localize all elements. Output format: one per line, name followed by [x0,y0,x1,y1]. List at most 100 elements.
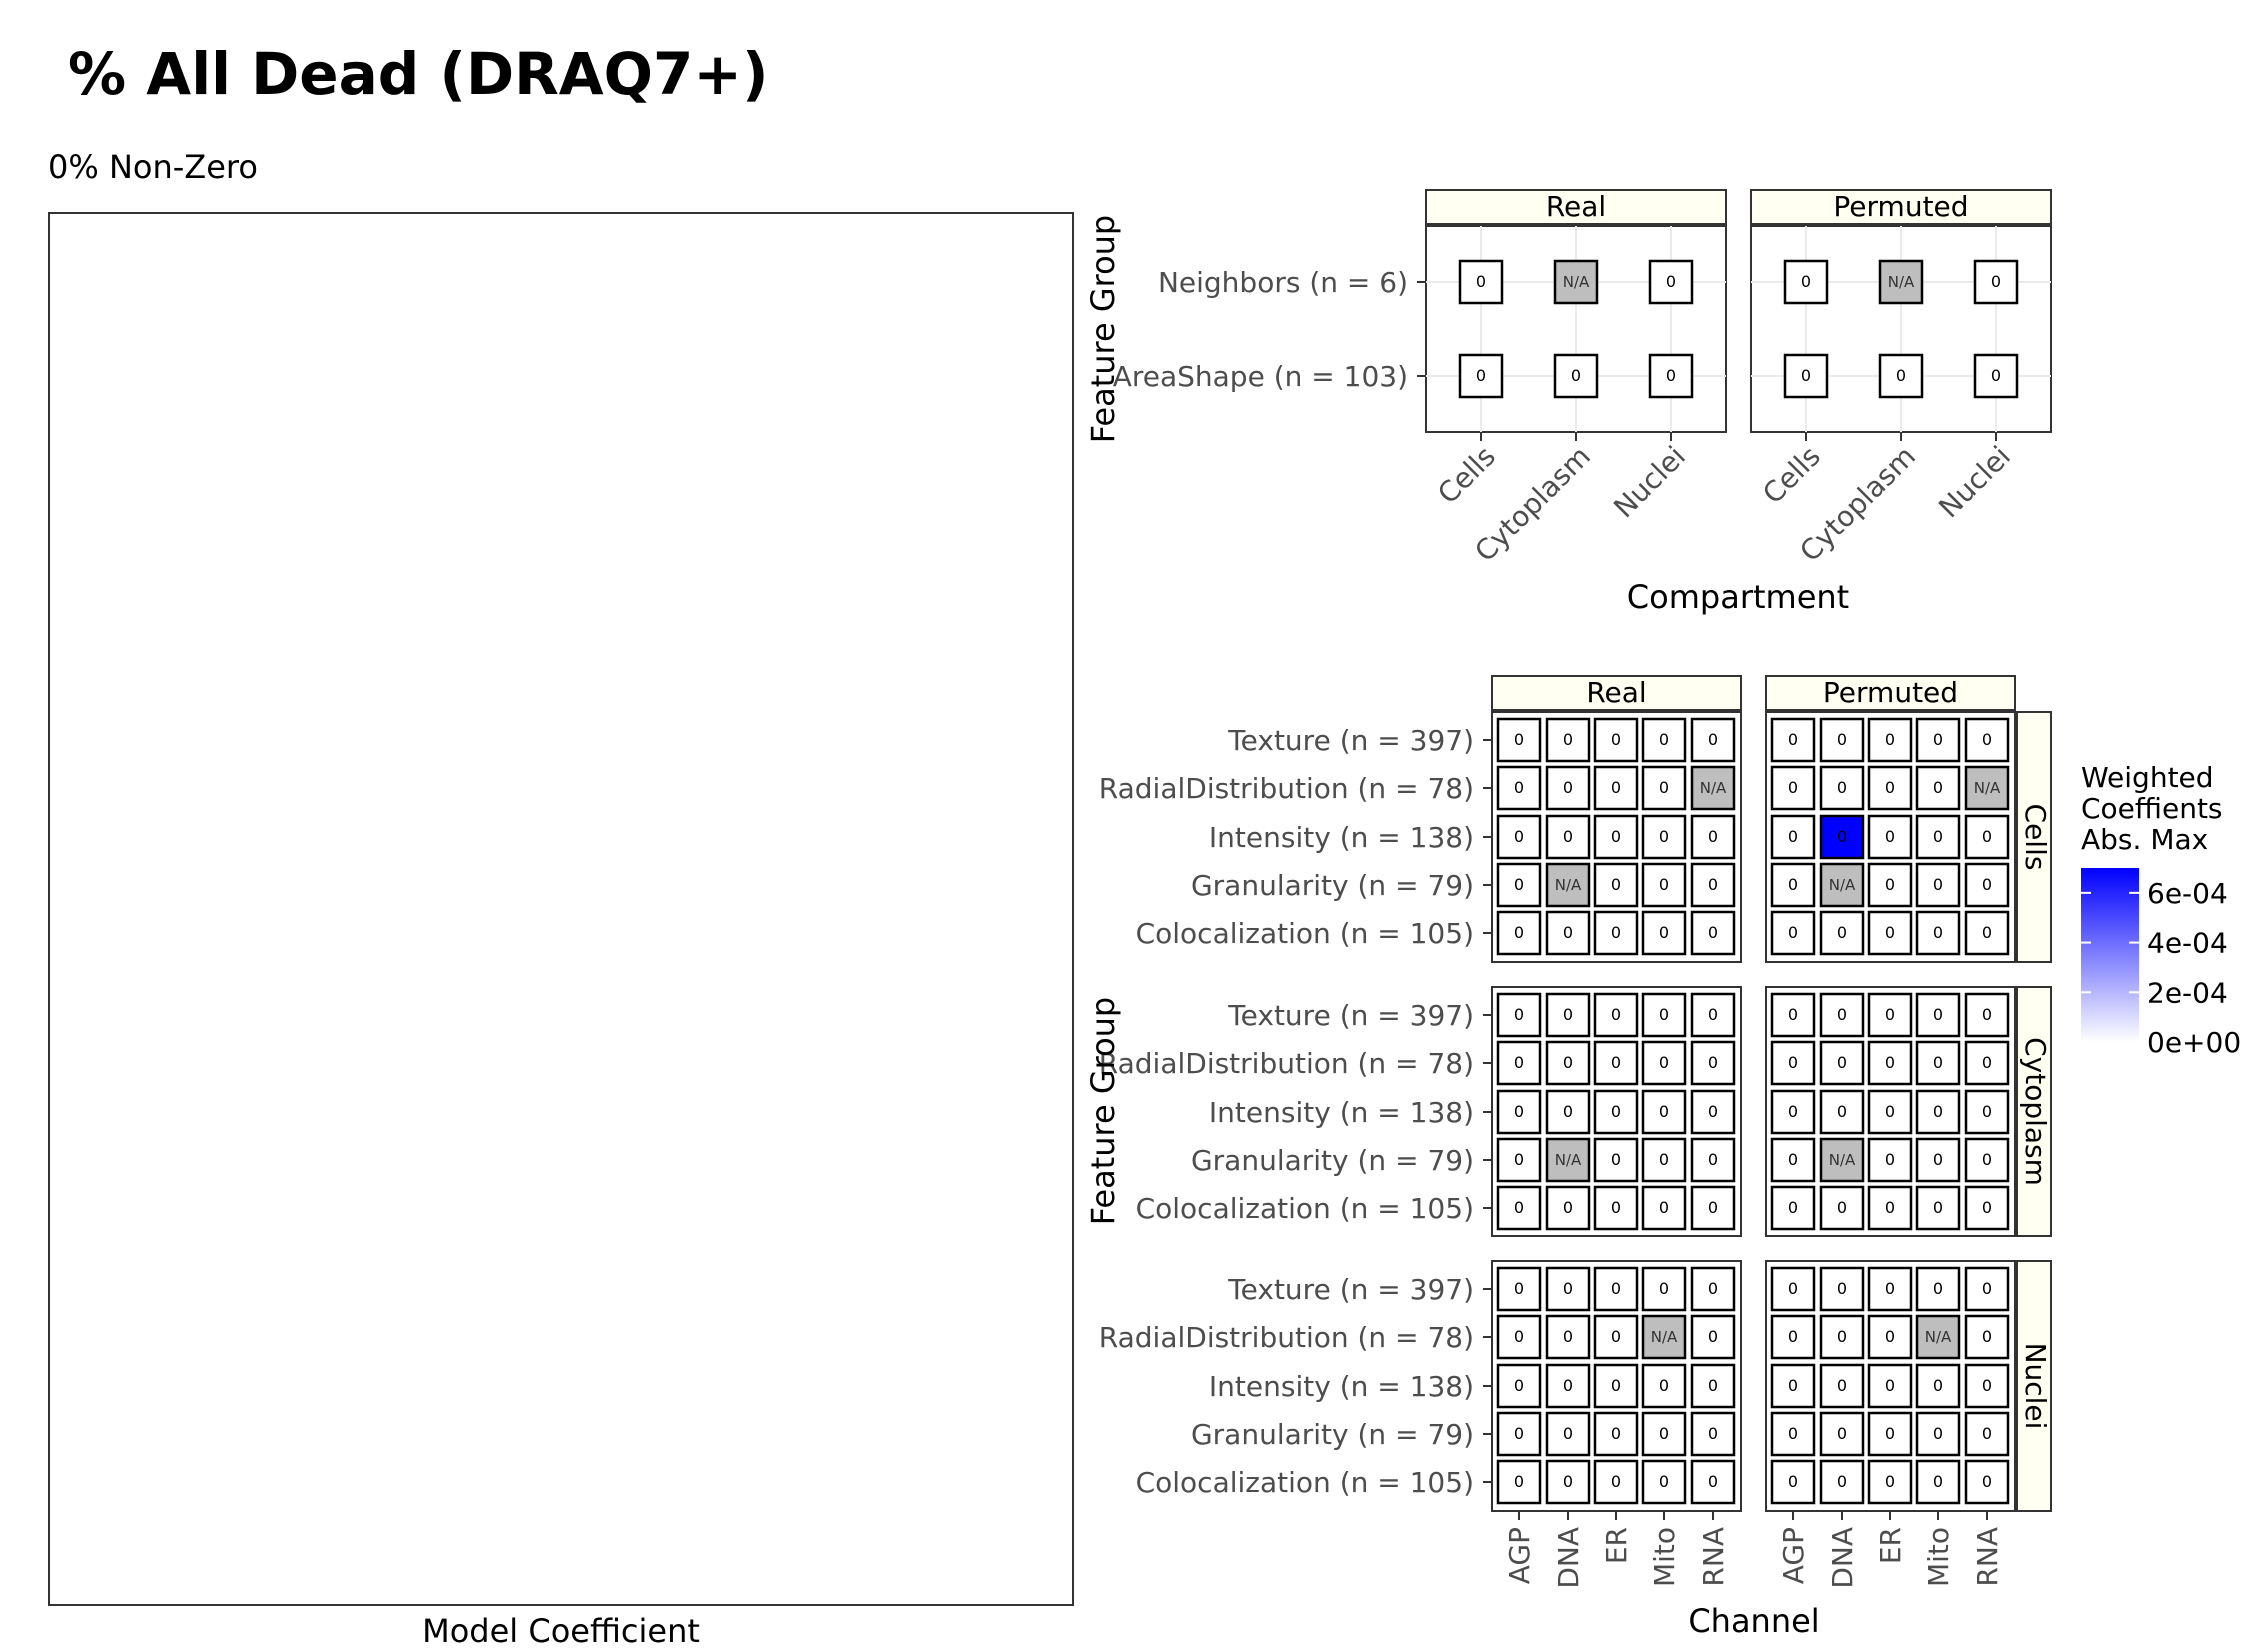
heatmap-cell [1496,1137,1542,1183]
cell-value-label: 0 [1837,1279,1847,1298]
cell-value-label: 0 [1563,1053,1573,1072]
cell-value-label: 0 [1514,1327,1524,1346]
cell-value-label: N/A [1555,1151,1582,1169]
cell-value-label: 0 [1885,1327,1895,1346]
heatmap-cell [1964,1185,2010,1231]
cell-value-label: 0 [1837,1424,1847,1443]
cell-value-label: 0 [1611,923,1621,942]
heatmap-cell [1593,1411,1639,1457]
y-tick-label: RadialDistribution (n = 78) [1099,1321,1474,1354]
cell-value-label: 0 [1708,730,1718,749]
heatmap-cell [1545,1314,1591,1360]
heatmap-cell [1770,1185,1816,1231]
facet-strip [1750,189,2052,225]
cell-value-label: 0 [1982,875,1992,894]
cell-value-label: 0 [1837,730,1847,749]
heatmap-cell [1819,1363,1865,1409]
cell-value-label: 0 [1708,1198,1718,1217]
cell-value-label: 0 [1788,1376,1798,1395]
cell-value-label: 0 [1476,366,1486,385]
heatmap-cell [1770,765,1816,811]
cell-value-label: 0 [1885,923,1895,942]
cell-value-label: 0 [1659,1198,1669,1217]
cell-value-label: 0 [1708,1376,1718,1395]
heatmap-cell [1496,1459,1542,1505]
cell-value-label: 0 [1801,366,1811,385]
heatmap-cell [1545,1089,1591,1135]
cell-value-label: 0 [1563,1376,1573,1395]
cell-value-label: 0 [1933,1424,1943,1443]
cell-value-label: 0 [1788,827,1798,846]
cell-value-label: 0 [1563,1102,1573,1121]
y-tick-label: Texture (n = 397) [1227,999,1474,1032]
heatmap-cell [1641,814,1687,860]
row-strip-label: Nuclei [2019,1343,2052,1430]
cell-value-label: 0 [1933,1150,1943,1169]
heatmap-cell [1867,814,1913,860]
cell-value-label: 0 [1837,827,1847,846]
cell-value-label: 0 [1788,1102,1798,1121]
cell-value-label: N/A [1700,779,1727,797]
cell-value-label: 0 [1788,1327,1798,1346]
heatmap-cell [1545,910,1591,956]
heatmap-cell [1593,1040,1639,1086]
heatmap-cell [1641,1411,1687,1457]
cell-value-label: 0 [1982,1424,1992,1443]
chart-title: % All Dead (DRAQ7+) [68,40,769,108]
heatmap-cell [1641,992,1687,1038]
cell-value-label: 0 [1885,827,1895,846]
cell-value-label: 0 [1659,923,1669,942]
heatmap-cell [1964,1266,2010,1312]
heatmap-cell [1641,1314,1687,1360]
heatmap-cell [1690,1411,1736,1457]
x-tick-label: AGP [1777,1527,1810,1584]
heatmap-cell [1867,1363,1913,1409]
y-tick-label: Colocalization (n = 105) [1136,1466,1474,1499]
heatmap-cell [1964,765,2010,811]
heatmap-cell [1770,1089,1816,1135]
cell-value-label: 0 [1659,1150,1669,1169]
cell-value-label: 0 [1708,1053,1718,1072]
cell-value-label: 0 [1933,778,1943,797]
x-tick-label: Nuclei [1932,440,2017,525]
cell-value-label: 0 [1708,1327,1718,1346]
heatmap-cell [1964,910,2010,956]
heatmap-cell [1690,1185,1736,1231]
facet-label: Real [1546,190,1606,223]
heatmap-cell [1867,1089,1913,1135]
x-axis-title: Channel [1688,1602,1819,1640]
heatmap-cell [1964,1040,2010,1086]
row-strip [2016,711,2052,963]
cell-value-label: 0 [1563,1472,1573,1491]
heatmap-cell [1819,1185,1865,1231]
x-tick-label: Nuclei [1607,440,1692,525]
cell-value-label: 0 [1611,1376,1621,1395]
heatmap-cell [1545,1459,1591,1505]
cell-value-label: 0 [1933,1198,1943,1217]
cell-value-label: 0 [1885,1198,1895,1217]
cell-value-label: 0 [1837,1327,1847,1346]
cell-value-label: 0 [1885,1376,1895,1395]
facet-strip [1491,675,1742,711]
cell-value-label: 0 [1666,366,1676,385]
heatmap-cell [1867,1459,1913,1505]
cell-value-label: 0 [1659,1279,1669,1298]
heatmap-cell [1915,1185,1961,1231]
cell-value-label: 0 [1982,1150,1992,1169]
heatmap-cell [1915,765,1961,811]
legend-title: Coeffients [2081,792,2223,825]
cell-value-label: 0 [1611,1198,1621,1217]
cell-value-label: 0 [1659,1424,1669,1443]
y-tick-label: Texture (n = 397) [1227,1273,1474,1306]
cell-value-label: 0 [1933,923,1943,942]
heatmap-cell [1770,1363,1816,1409]
cell-value-label: 0 [1611,1424,1621,1443]
row-strip [2016,1260,2052,1512]
heatmap-cell [1496,1363,1542,1409]
x-tick-label: ER [1600,1527,1633,1564]
heatmap-cell [1819,1459,1865,1505]
heatmap-cell [1819,992,1865,1038]
cell-value-label: 0 [1982,1102,1992,1121]
cell-value-label: 0 [1611,1102,1621,1121]
heatmap-cell [1690,1314,1736,1360]
